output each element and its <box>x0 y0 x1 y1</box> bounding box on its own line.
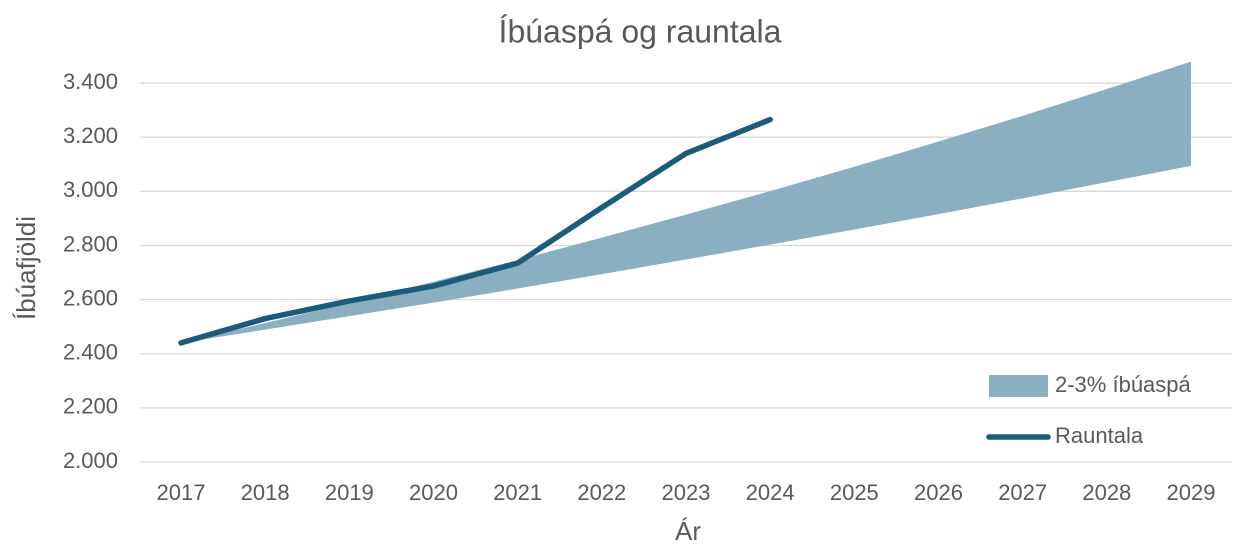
x-tick-label: 2019 <box>325 480 374 505</box>
legend-swatch <box>989 375 1048 397</box>
legend-label: Rauntala <box>1055 423 1144 448</box>
y-tick-label: 2.200 <box>63 394 118 419</box>
y-tick-label: 3.200 <box>63 123 118 148</box>
x-tick-label: 2024 <box>746 480 795 505</box>
x-axis-label: Ár <box>675 516 701 546</box>
x-tick-label: 2017 <box>157 480 206 505</box>
y-tick-label: 2.600 <box>63 285 118 310</box>
x-tick-label: 2022 <box>577 480 626 505</box>
forecast-band <box>181 61 1191 343</box>
x-tick-label: 2020 <box>409 480 458 505</box>
x-tick-label: 2021 <box>493 480 542 505</box>
y-tick-label: 3.400 <box>63 69 118 94</box>
x-tick-label: 2029 <box>1167 480 1216 505</box>
x-tick-label: 2026 <box>914 480 963 505</box>
chart-title: Íbúaspá og rauntala <box>499 13 782 49</box>
x-tick-label: 2023 <box>662 480 711 505</box>
y-axis-label: Íbúafjöldi <box>11 216 41 320</box>
x-tick-label: 2028 <box>1082 480 1131 505</box>
x-tick-label: 2027 <box>998 480 1047 505</box>
x-tick-label: 2018 <box>241 480 290 505</box>
y-tick-label: 2.400 <box>63 340 118 365</box>
legend-label: 2-3% íbúaspá <box>1055 372 1192 397</box>
x-tick-label: 2025 <box>830 480 879 505</box>
y-tick-label: 3.000 <box>63 177 118 202</box>
y-tick-label: 2.000 <box>63 448 118 473</box>
actual-line <box>178 116 773 346</box>
y-tick-label: 2.800 <box>63 231 118 256</box>
